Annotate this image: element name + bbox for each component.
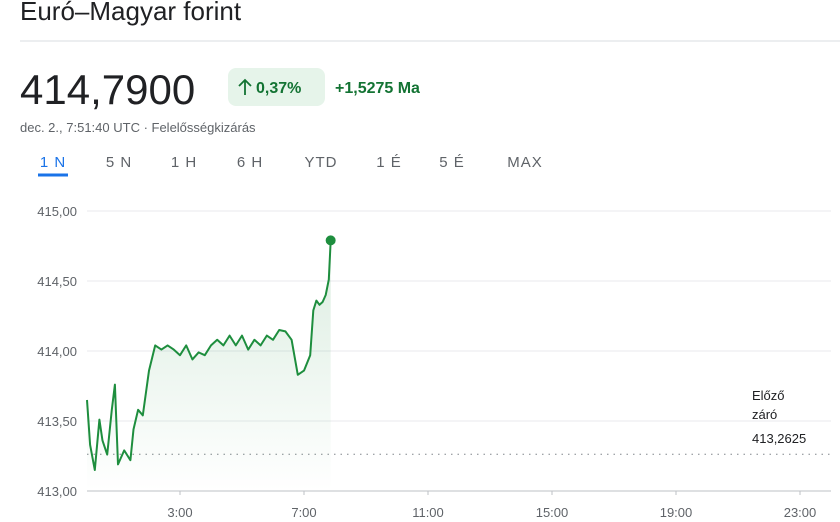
y-tick-label: 413,00	[37, 484, 77, 499]
range-tab[interactable]: 1 H	[171, 154, 197, 171]
x-tick-label: 11:00	[412, 505, 444, 520]
range-tab[interactable]: MAX	[507, 154, 543, 171]
range-tabs: 1 N 5 N 1 H 6 H YTD 1 É 5 É MAX	[40, 154, 543, 171]
x-tick-label: 7:00	[291, 505, 316, 520]
title: Euró–Magyar forint	[20, 0, 242, 26]
y-tick-label: 414,50	[37, 274, 77, 289]
x-tick-label: 15:00	[536, 505, 569, 520]
change-today: +1,5275 Ma	[335, 80, 420, 97]
range-tab[interactable]: YTD	[305, 154, 338, 171]
range-tab[interactable]: 1 N	[40, 154, 66, 171]
x-tick-label: 23:00	[784, 505, 817, 520]
plot: 413,00 413,50 414,00 414,50 415,00 3:00 7:00 11…	[37, 204, 831, 520]
range-tab[interactable]: 5 N	[106, 154, 132, 171]
range-tab[interactable]: 1 É	[376, 154, 402, 171]
change-pill	[228, 68, 325, 106]
prev-close-label: Előző záró	[752, 388, 785, 422]
price-line	[86, 240, 332, 471]
prev-close-label-box: Előző záró	[752, 388, 785, 422]
area	[87, 240, 331, 491]
y-tick-label: 415,00	[37, 204, 77, 219]
x-tick-label: 3:00	[167, 505, 192, 520]
timestamp: dec. 2., 7:51:40 UTC · Felelősségkizárás	[20, 120, 256, 135]
up-arrow	[238, 78, 252, 95]
price: 414,7900	[20, 66, 195, 113]
y-tick-label: 414,00	[37, 344, 77, 359]
range-tab[interactable]: 5 É	[439, 154, 465, 171]
prev-close-value: 413,2625	[752, 431, 806, 446]
last-point	[325, 235, 336, 246]
range-tab[interactable]: 6 H	[237, 154, 263, 171]
x-tick-label: 19:00	[660, 505, 693, 520]
change-percent: 0,37%	[256, 80, 301, 97]
y-tick-label: 413,50	[37, 414, 77, 429]
